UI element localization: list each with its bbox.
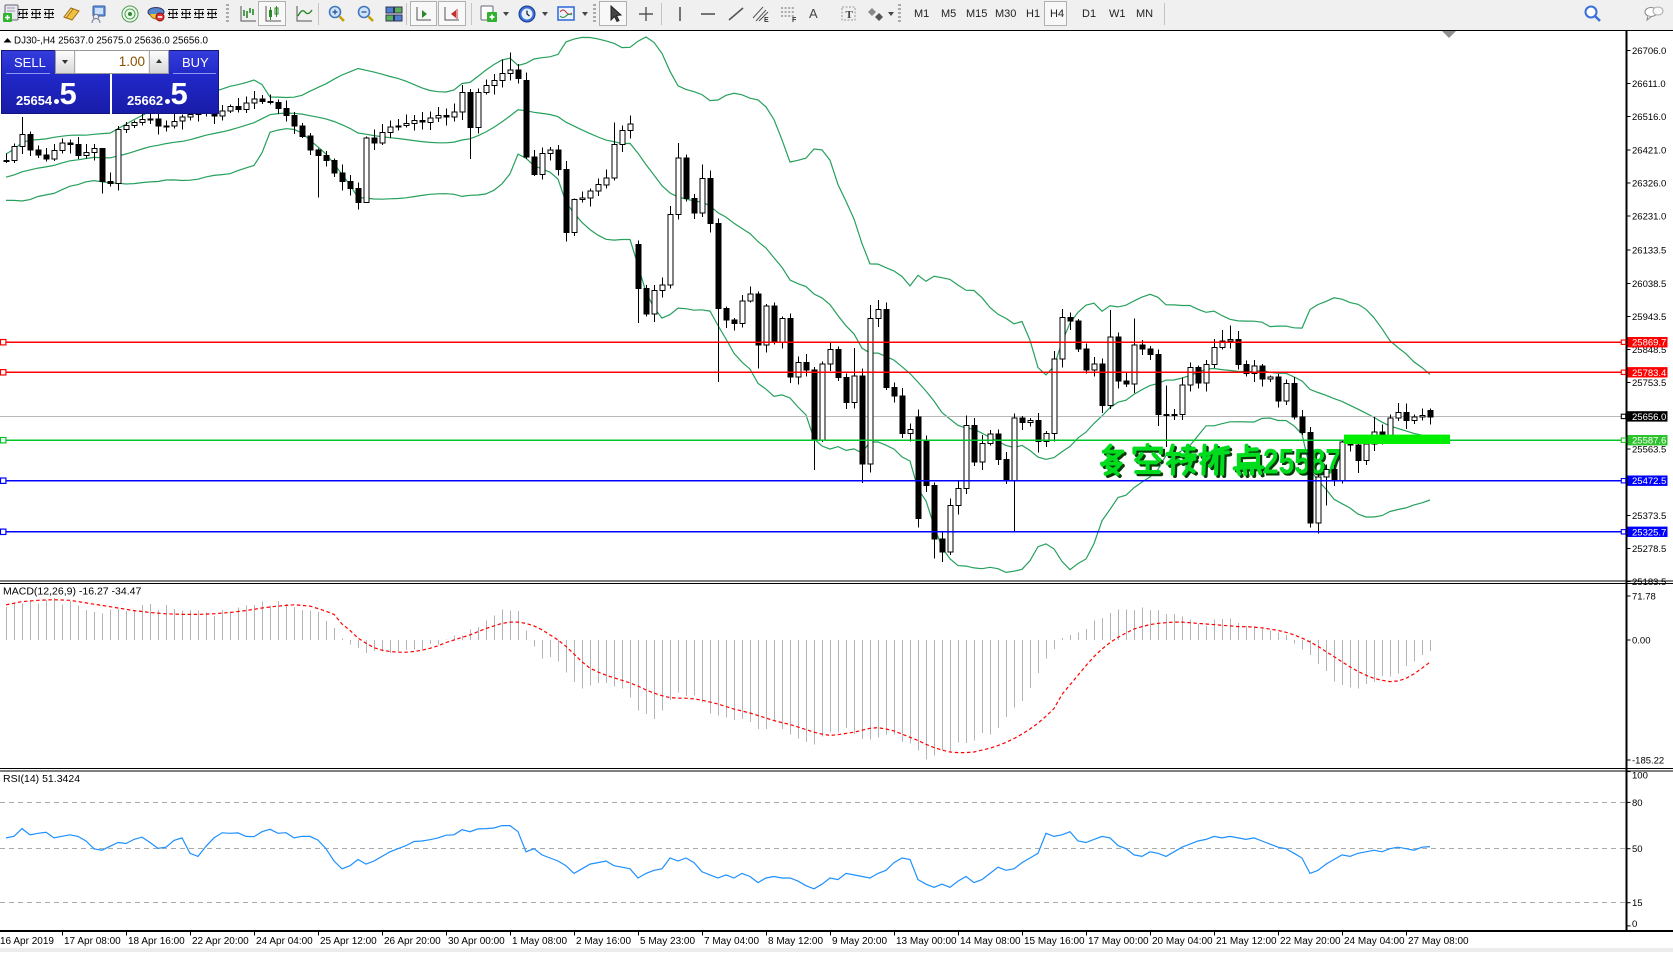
svg-text:14 May 08:00: 14 May 08:00	[960, 936, 1021, 947]
svg-text:E: E	[764, 17, 769, 24]
svg-text:DJ30-,H4 25637.0 25675.0 2563: DJ30-,H4 25637.0 25675.0 25636.0 25656.0	[14, 36, 208, 47]
svg-text:1 May 08:00: 1 May 08:00	[512, 936, 567, 947]
svg-text:80: 80	[1632, 798, 1643, 809]
svg-text:26038.5: 26038.5	[1632, 279, 1666, 290]
svg-text:26326.0: 26326.0	[1632, 179, 1666, 190]
svg-text:0: 0	[1632, 919, 1637, 930]
svg-text:25753.5: 25753.5	[1632, 378, 1666, 389]
svg-text:26133.5: 26133.5	[1632, 246, 1666, 257]
svg-text:T: T	[846, 9, 854, 21]
svg-text:26 Apr 20:00: 26 Apr 20:00	[384, 936, 441, 947]
svg-text:18 Apr 16:00: 18 Apr 16:00	[128, 936, 185, 947]
svg-text:22 Apr 20:00: 22 Apr 20:00	[192, 936, 249, 947]
svg-text:25472.5: 25472.5	[1632, 476, 1666, 487]
svg-text:26516.0: 26516.0	[1632, 112, 1666, 123]
svg-text:25869.7: 25869.7	[1632, 338, 1666, 349]
svg-text:20 May 04:00: 20 May 04:00	[1152, 936, 1213, 947]
svg-text:F: F	[792, 17, 797, 24]
svg-text:26421.0: 26421.0	[1632, 145, 1666, 156]
svg-text:24 May 04:00: 24 May 04:00	[1344, 936, 1405, 947]
svg-text:26611.0: 26611.0	[1632, 79, 1666, 90]
svg-text:-185.22: -185.22	[1632, 756, 1664, 767]
svg-text:21 May 12:00: 21 May 12:00	[1216, 936, 1277, 947]
svg-text:25183.5: 25183.5	[1632, 577, 1666, 588]
svg-text:25563.5: 25563.5	[1632, 445, 1666, 456]
svg-text:30 Apr 00:00: 30 Apr 00:00	[448, 936, 505, 947]
svg-text:25587: 25587	[1265, 444, 1343, 484]
svg-text:RSI(14) 51.3424: RSI(14) 51.3424	[3, 773, 80, 785]
svg-text:25373.5: 25373.5	[1632, 511, 1666, 522]
svg-text:7 May 04:00: 7 May 04:00	[704, 936, 759, 947]
svg-text:13 May 00:00: 13 May 00:00	[896, 936, 957, 947]
svg-text:71.78: 71.78	[1632, 592, 1656, 603]
svg-text:26231.0: 26231.0	[1632, 212, 1666, 223]
svg-text:2 May 16:00: 2 May 16:00	[576, 936, 631, 947]
svg-text:25656.0: 25656.0	[1632, 412, 1666, 423]
svg-text:25587.6: 25587.6	[1632, 436, 1666, 447]
svg-text:25783.4: 25783.4	[1632, 368, 1666, 379]
svg-text:15: 15	[1632, 898, 1643, 909]
svg-text:MACD(12,26,9) -16.27 -34.47: MACD(12,26,9) -16.27 -34.47	[3, 586, 141, 598]
svg-text:25 Apr 12:00: 25 Apr 12:00	[320, 936, 377, 947]
svg-text:22 May 20:00: 22 May 20:00	[1280, 936, 1341, 947]
svg-text:25848.5: 25848.5	[1632, 345, 1666, 356]
svg-text:25278.5: 25278.5	[1632, 544, 1666, 555]
svg-text:50: 50	[1632, 844, 1643, 855]
svg-text:27 May 08:00: 27 May 08:00	[1408, 936, 1469, 947]
svg-text:0.00: 0.00	[1632, 636, 1651, 647]
svg-text:24 Apr 04:00: 24 Apr 04:00	[256, 936, 313, 947]
svg-text:26706.0: 26706.0	[1632, 46, 1666, 57]
svg-text:17 Apr 08:00: 17 Apr 08:00	[64, 936, 121, 947]
svg-text:5 May 23:00: 5 May 23:00	[640, 936, 695, 947]
svg-text:8 May 12:00: 8 May 12:00	[768, 936, 823, 947]
svg-text:9 May 20:00: 9 May 20:00	[832, 936, 887, 947]
svg-text:25325.7: 25325.7	[1632, 527, 1666, 538]
svg-text:17 May 00:00: 17 May 00:00	[1088, 936, 1149, 947]
svg-text:25943.5: 25943.5	[1632, 312, 1666, 323]
svg-text:15 May 16:00: 15 May 16:00	[1024, 936, 1085, 947]
svg-text:16 Apr 2019: 16 Apr 2019	[0, 936, 54, 947]
svg-text:100: 100	[1632, 771, 1648, 782]
